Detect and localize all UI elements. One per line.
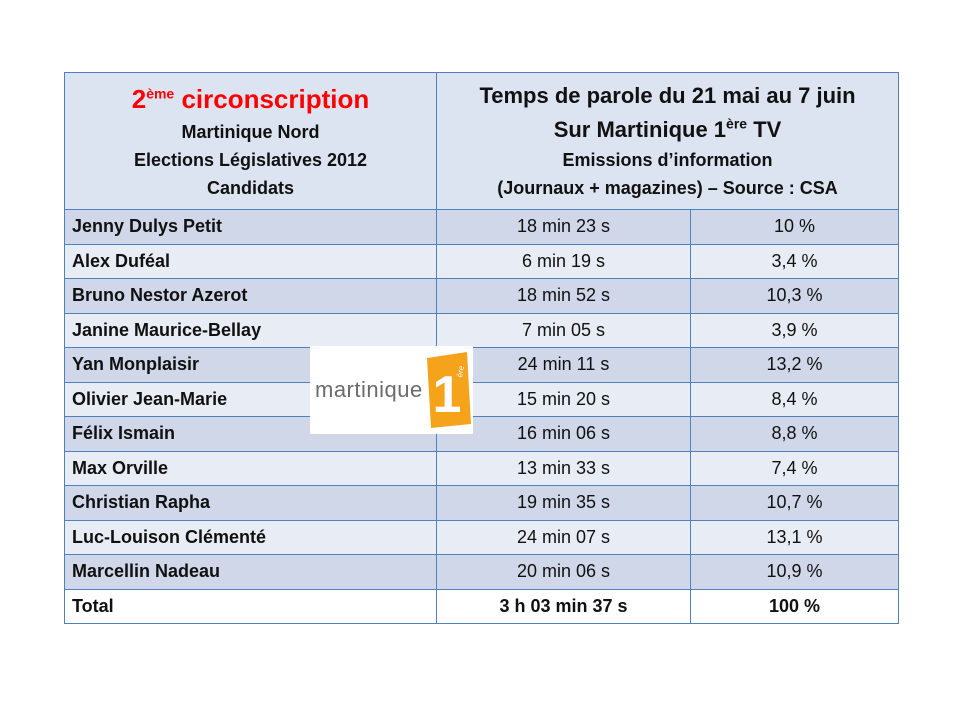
source-label: (Journaux + magazines) – Source : CSA — [497, 178, 838, 199]
speaking-time: 7 min 05 s — [436, 312, 691, 348]
speaking-time: 18 min 23 s — [436, 209, 691, 245]
table-row: Max Orville 13 min 33 s 7,4 % — [64, 450, 900, 486]
table-header-row: 2ème circonscription Martinique Nord Ele… — [64, 72, 900, 210]
speaking-percent: 13,1 % — [689, 519, 900, 555]
table-row: Janine Maurice-Bellay 7 min 05 s 3,9 % — [64, 312, 900, 348]
speaking-time: 16 min 06 s — [436, 416, 691, 452]
speaking-percent: 8,8 % — [689, 416, 900, 452]
logo-wordmark: martinique — [315, 377, 423, 402]
speaking-time: 13 min 33 s — [436, 450, 691, 486]
table-row: Jenny Dulys Petit 18 min 23 s 10 % — [64, 209, 900, 245]
total-time: 3 h 03 min 37 s — [436, 588, 691, 624]
candidate-name: Bruno Nestor Azerot — [64, 278, 437, 314]
speaking-time: 24 min 11 s — [436, 347, 691, 383]
speaking-percent: 10,3 % — [689, 278, 900, 314]
logo-badge-number: 1 — [433, 366, 462, 424]
table-row: Alex Duféal 6 min 19 s 3,4 % — [64, 243, 900, 279]
table-row: Olivier Jean-Marie 15 min 20 s 8,4 % — [64, 381, 900, 417]
speaking-time: 6 min 19 s — [436, 243, 691, 279]
header-right-cell: Temps de parole du 21 mai au 7 juin Sur … — [435, 72, 900, 210]
speaking-percent: 3,9 % — [689, 312, 900, 348]
table-row: Luc-Louison Clémenté 24 min 07 s 13,1 % — [64, 519, 900, 555]
candidate-name: Max Orville — [64, 450, 437, 486]
table-row: Christian Rapha 19 min 35 s 10,7 % — [64, 485, 900, 521]
martinique-1ere-logo: martinique 1 ère — [310, 346, 473, 434]
speaking-percent: 3,4 % — [689, 243, 900, 279]
logo-badge-sup: ère — [455, 365, 466, 378]
header-left-cell: 2ème circonscription Martinique Nord Ele… — [64, 72, 437, 210]
table-row: Yan Monplaisir 24 min 11 s 13,2 % — [64, 347, 900, 383]
speaking-time: 18 min 52 s — [436, 278, 691, 314]
district-title: 2ème circonscription — [131, 84, 370, 115]
candidate-name: Janine Maurice-Bellay — [64, 312, 437, 348]
speaking-time: 20 min 06 s — [436, 554, 691, 590]
speaking-percent: 10,9 % — [689, 554, 900, 590]
logo-1ere-badge-icon: 1 ère — [427, 352, 471, 428]
channel-title: Sur Martinique 1ère TV — [553, 115, 782, 143]
table-row: Marcellin Nadeau 20 min 06 s 10,9 % — [64, 554, 900, 590]
speaking-time-table: 2ème circonscription Martinique Nord Ele… — [64, 72, 900, 624]
candidate-name: Marcellin Nadeau — [64, 554, 437, 590]
candidates-label: Candidats — [206, 178, 294, 199]
speaking-time: 15 min 20 s — [436, 381, 691, 417]
candidate-name: Alex Duféal — [64, 243, 437, 279]
speaking-percent: 13,2 % — [689, 347, 900, 383]
speaking-percent: 7,4 % — [689, 450, 900, 486]
total-label: Total — [64, 588, 437, 624]
candidate-name: Christian Rapha — [64, 485, 437, 521]
speaking-time: 19 min 35 s — [436, 485, 691, 521]
election-label: Elections Législatives 2012 — [133, 150, 368, 171]
speaking-percent: 8,4 % — [689, 381, 900, 417]
period-title: Temps de parole du 21 mai au 7 juin — [479, 83, 856, 109]
speaking-percent: 10,7 % — [689, 485, 900, 521]
speaking-percent: 10 % — [689, 209, 900, 245]
total-percent: 100 % — [689, 588, 900, 624]
region-label: Martinique Nord — [181, 122, 320, 143]
total-row: Total 3 h 03 min 37 s 100 % — [64, 588, 900, 624]
table-row: Félix Ismain 16 min 06 s 8,8 % — [64, 416, 900, 452]
candidate-name: Jenny Dulys Petit — [64, 209, 437, 245]
program-type-label: Emissions d’information — [562, 150, 773, 171]
table-row: Bruno Nestor Azerot 18 min 52 s 10,3 % — [64, 278, 900, 314]
speaking-time: 24 min 07 s — [436, 519, 691, 555]
candidate-name: Luc-Louison Clémenté — [64, 519, 437, 555]
